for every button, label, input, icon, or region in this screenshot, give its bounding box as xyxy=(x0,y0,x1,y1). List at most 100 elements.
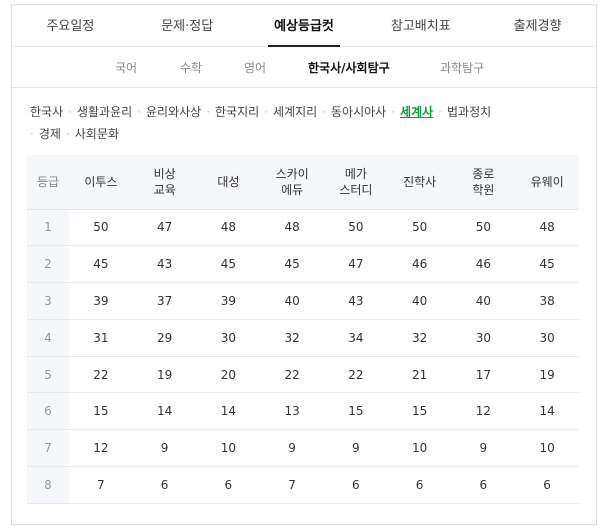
score-cell: 20 xyxy=(196,356,261,394)
score-cell: 6 xyxy=(132,466,197,504)
subject-korean-geography[interactable]: 한국지리 xyxy=(215,105,260,119)
table-row: 1 50 47 48 48 50 50 50 48 xyxy=(27,209,579,247)
score-cell: 38 xyxy=(515,282,579,320)
score-cell: 9 xyxy=(324,429,388,468)
column-header-line: 교육 xyxy=(153,182,176,197)
score-cell: 45 xyxy=(515,245,579,284)
tab-answers[interactable]: 문제·정답 xyxy=(161,19,214,34)
score-cell: 46 xyxy=(451,245,516,284)
score-cell: 30 xyxy=(515,319,579,357)
separator: · xyxy=(391,105,396,119)
subtab-korean[interactable]: 국어 xyxy=(115,61,138,75)
tab-placement[interactable]: 참고배치표 xyxy=(390,19,451,34)
separator: · xyxy=(65,127,70,141)
subtab-social-studies[interactable]: 한국사/사회탐구 xyxy=(308,61,390,75)
score-cell: 32 xyxy=(387,319,452,357)
column-header-line: 스카이 xyxy=(275,166,309,181)
score-cell: 50 xyxy=(451,209,516,247)
table-row: 7 12 9 10 9 9 10 9 10 xyxy=(27,429,579,468)
score-cell: 17 xyxy=(451,356,516,394)
subject-life-ethics[interactable]: 생활과윤리 xyxy=(76,105,133,119)
score-cell: 46 xyxy=(387,245,452,284)
separator: · xyxy=(264,105,269,119)
separator: · xyxy=(68,105,72,119)
subtab-science[interactable]: 과학탐구 xyxy=(440,61,485,75)
score-cell: 47 xyxy=(324,245,388,284)
score-cell: 39 xyxy=(196,282,261,320)
subject-ethics-thought[interactable]: 윤리와사상 xyxy=(145,105,202,119)
score-cell: 22 xyxy=(324,356,388,394)
subtab-math[interactable]: 수학 xyxy=(180,61,203,75)
column-header-line: 유웨이 xyxy=(530,174,564,189)
column-header-uway: 유웨이 xyxy=(515,155,579,210)
column-header-line: 비상 xyxy=(153,166,176,181)
score-cell: 43 xyxy=(324,282,388,320)
column-header-line: 메가 xyxy=(344,166,367,181)
subject-world-history[interactable]: 세계사 xyxy=(400,105,434,119)
subtab-english[interactable]: 영어 xyxy=(244,61,267,75)
separator: · xyxy=(137,105,141,119)
score-cell: 40 xyxy=(451,282,516,320)
subject-law-politics[interactable]: 법과정치 xyxy=(447,105,492,119)
score-cell: 50 xyxy=(324,209,388,247)
score-cell: 6 xyxy=(196,466,261,504)
subject-society-culture[interactable]: 사회문화 xyxy=(74,127,119,141)
column-header-line: 스터디 xyxy=(339,182,373,197)
score-cell: 48 xyxy=(515,209,579,247)
tab-schedule[interactable]: 주요일정 xyxy=(46,19,95,34)
score-cell: 6 xyxy=(324,466,388,504)
score-cell: 9 xyxy=(260,429,324,468)
score-cell: 7 xyxy=(260,466,324,504)
score-cell: 48 xyxy=(260,209,324,247)
grade-cell: 3 xyxy=(27,282,69,320)
score-cell: 14 xyxy=(196,392,261,431)
column-header-etoos: 이투스 xyxy=(69,155,133,210)
column-header-line: 종로 xyxy=(472,166,495,181)
score-cell: 29 xyxy=(132,319,197,357)
score-cell: 6 xyxy=(515,466,579,504)
table-row: 4 31 29 30 32 34 32 30 30 xyxy=(27,319,579,357)
column-header-line: 이투스 xyxy=(84,174,118,189)
score-cell: 10 xyxy=(387,429,452,468)
score-cell: 50 xyxy=(387,209,452,247)
score-cell: 50 xyxy=(69,209,133,247)
subject-filter-list: 한국사 · 생활과윤리 · 윤리와사상 · 한국지리 · 세계지리 · 동아시아사 · 세계사 · 법과정치… xyxy=(30,101,585,145)
score-cell: 22 xyxy=(69,356,133,394)
subject-world-geography[interactable]: 세계지리 xyxy=(273,105,318,119)
score-cell: 48 xyxy=(196,209,261,247)
grade-cell: 6 xyxy=(27,392,69,431)
tab-trends[interactable]: 출제경향 xyxy=(513,19,562,34)
column-header-skyedu: 스카이 에듀 xyxy=(260,155,324,210)
grade-column-header: 등급 xyxy=(27,155,69,210)
score-cell: 6 xyxy=(387,466,452,504)
score-cell: 6 xyxy=(451,466,516,504)
tab-grade-cut[interactable]: 예상등급컷 xyxy=(246,5,363,47)
grade-table-body: 1 50 47 48 48 50 50 50 48 2 45 43 45 45 47 46 46 45 3 39 37 3… xyxy=(27,209,579,504)
grade-cell: 2 xyxy=(27,245,69,284)
score-cell: 19 xyxy=(132,356,197,394)
subject-east-asian-history[interactable]: 동아시아사 xyxy=(331,105,387,119)
separator: · xyxy=(30,127,34,141)
table-row: 3 39 37 39 40 43 40 40 38 xyxy=(27,282,579,320)
grade-cut-table: 등급 이투스 비상 교육 대성 스카이 에듀 메가 스터디 진학사 종로 학원 유웨이 … xyxy=(27,155,579,504)
score-cell: 39 xyxy=(69,282,133,320)
grade-cell: 5 xyxy=(27,356,69,394)
score-cell: 19 xyxy=(515,356,579,394)
grade-cell: 8 xyxy=(27,466,69,504)
score-cell: 21 xyxy=(387,356,452,394)
column-header-daesung: 대성 xyxy=(196,155,261,210)
score-cell: 43 xyxy=(132,245,197,284)
score-cell: 40 xyxy=(387,282,452,320)
subject-economics[interactable]: 경제 xyxy=(38,127,61,141)
score-cell: 13 xyxy=(260,392,324,431)
score-cell: 7 xyxy=(69,466,133,504)
column-header-visang: 비상 교육 xyxy=(132,155,197,210)
score-cell: 45 xyxy=(69,245,133,284)
score-cell: 31 xyxy=(69,319,133,357)
score-cell: 14 xyxy=(515,392,579,431)
score-cell: 10 xyxy=(515,429,579,468)
table-header-row: 등급 이투스 비상 교육 대성 스카이 에듀 메가 스터디 진학사 종로 학원 유웨이 xyxy=(27,155,579,210)
grade-cut-panel: 주요일정 문제·정답 예상등급컷 참고배치표 출제경향 국어 수학 영어 한국사… xyxy=(11,4,597,525)
subject-korean-history[interactable]: 한국사 xyxy=(30,105,64,119)
